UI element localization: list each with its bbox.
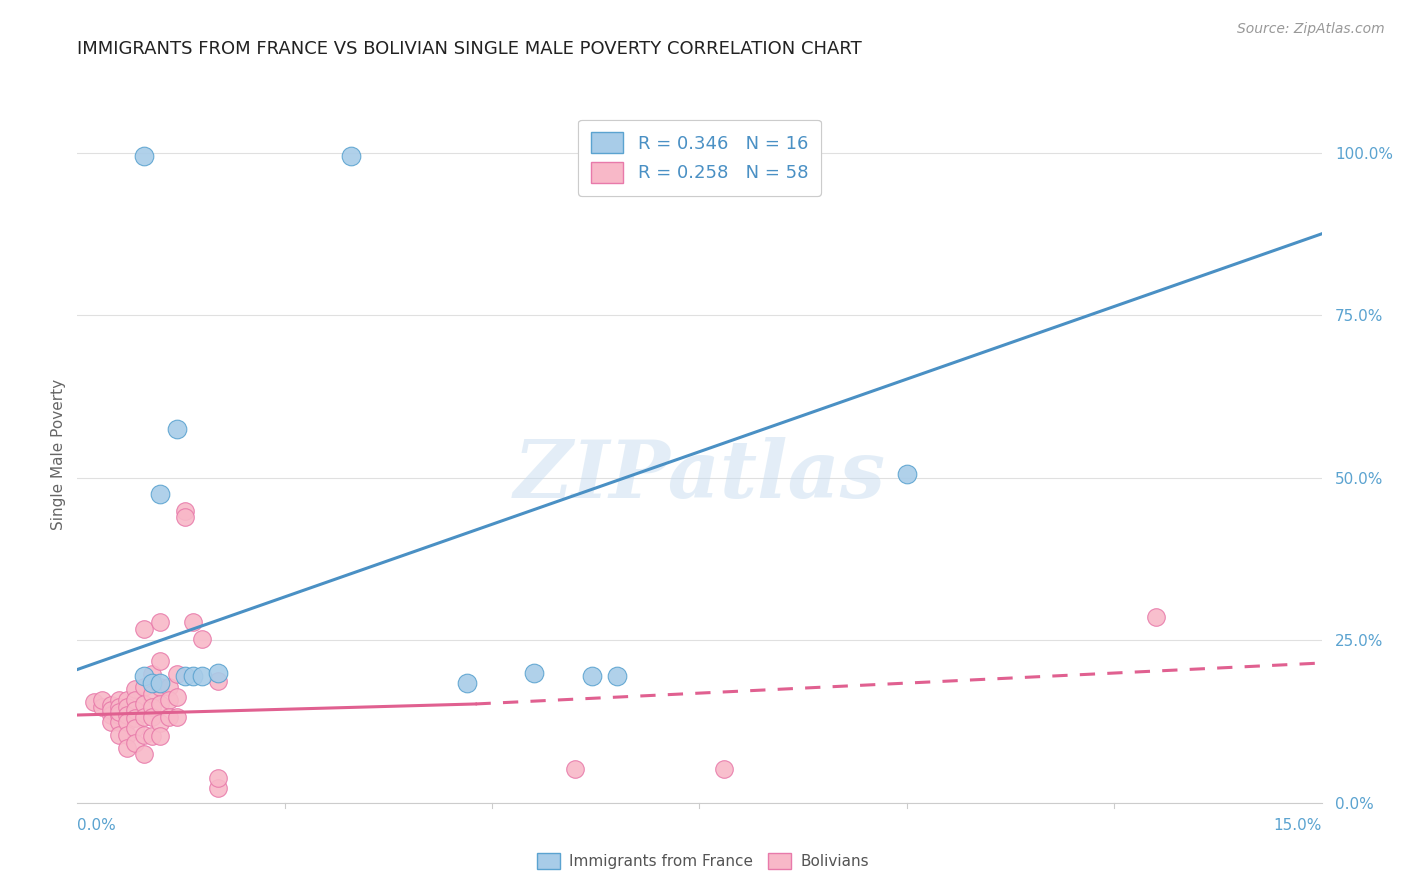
Point <box>174 509 197 524</box>
Point <box>149 730 172 744</box>
Point <box>100 703 122 717</box>
Point <box>100 698 122 713</box>
Point <box>132 680 155 694</box>
Point <box>83 695 105 709</box>
Point <box>174 669 197 683</box>
Point <box>124 703 146 717</box>
Legend: R = 0.346   N = 16, R = 0.258   N = 58: R = 0.346 N = 16, R = 0.258 N = 58 <box>578 120 821 195</box>
Point <box>149 716 172 731</box>
Point <box>132 727 155 741</box>
Point <box>149 654 172 668</box>
Point <box>713 762 735 776</box>
Point <box>115 727 138 741</box>
Point <box>115 699 138 714</box>
Point <box>100 708 122 723</box>
Point <box>108 714 131 729</box>
Point <box>124 693 146 707</box>
Point <box>124 711 146 725</box>
Point <box>174 504 197 518</box>
Point <box>108 693 131 707</box>
Y-axis label: Single Male Poverty: Single Male Poverty <box>51 379 66 531</box>
Point <box>124 681 146 696</box>
Text: IMMIGRANTS FROM FRANCE VS BOLIVIAN SINGLE MALE POVERTY CORRELATION CHART: IMMIGRANTS FROM FRANCE VS BOLIVIAN SINGL… <box>77 40 862 58</box>
Point <box>141 687 163 701</box>
Point <box>581 669 603 683</box>
Text: 15.0%: 15.0% <box>1274 818 1322 832</box>
Point <box>132 622 155 636</box>
Point <box>191 632 214 646</box>
Text: ZIPatlas: ZIPatlas <box>513 437 886 515</box>
Point <box>456 675 478 690</box>
Point <box>132 149 155 163</box>
Point <box>564 762 586 776</box>
Point <box>606 669 628 683</box>
Point <box>149 675 172 690</box>
Point <box>132 747 155 761</box>
Point <box>115 740 138 755</box>
Text: 0.0%: 0.0% <box>77 818 117 832</box>
Point <box>149 680 172 694</box>
Point <box>896 467 918 482</box>
Point <box>141 730 163 744</box>
Point <box>108 727 131 741</box>
Point <box>207 665 229 680</box>
Point <box>141 667 163 681</box>
Point <box>115 714 138 729</box>
Point <box>141 710 163 724</box>
Point <box>191 669 214 683</box>
Point <box>1144 610 1167 624</box>
Point <box>132 710 155 724</box>
Point <box>149 487 172 501</box>
Point <box>124 736 146 750</box>
Point <box>183 669 205 683</box>
Point <box>132 697 155 711</box>
Point <box>207 673 229 688</box>
Point <box>100 714 122 729</box>
Point <box>157 680 180 694</box>
Point <box>207 771 229 785</box>
Point <box>141 699 163 714</box>
Point <box>108 708 131 723</box>
Point <box>183 615 205 629</box>
Point <box>132 669 155 683</box>
Point <box>91 693 114 707</box>
Legend: Immigrants from France, Bolivians: Immigrants from France, Bolivians <box>531 847 875 875</box>
Point <box>340 149 363 163</box>
Point <box>149 615 172 629</box>
Point <box>166 710 188 724</box>
Point <box>149 697 172 711</box>
Point <box>166 690 188 705</box>
Point <box>157 693 180 707</box>
Point <box>91 699 114 714</box>
Point <box>166 422 188 436</box>
Point <box>166 667 188 681</box>
Point <box>108 705 131 719</box>
Point <box>124 721 146 735</box>
Point <box>141 675 163 690</box>
Point <box>115 693 138 707</box>
Point <box>115 708 138 723</box>
Point <box>207 781 229 796</box>
Point <box>108 699 131 714</box>
Point <box>157 710 180 724</box>
Text: Source: ZipAtlas.com: Source: ZipAtlas.com <box>1237 22 1385 37</box>
Point <box>523 665 546 680</box>
